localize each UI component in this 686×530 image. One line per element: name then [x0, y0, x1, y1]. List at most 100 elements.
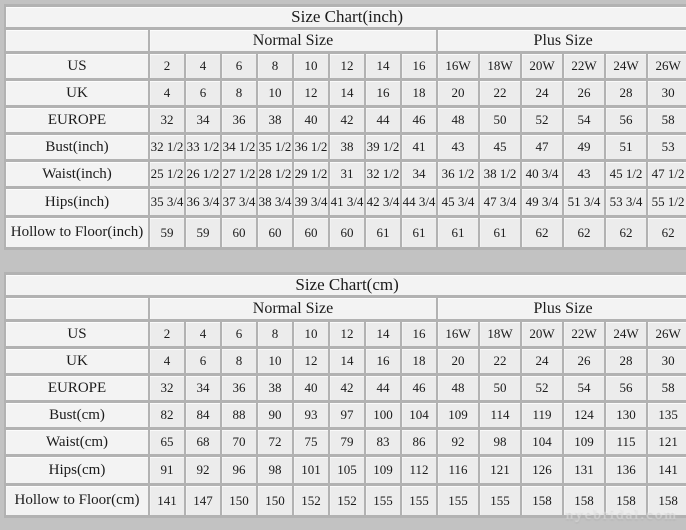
value-cell: 152 [330, 486, 364, 515]
value-cell: 36 [222, 108, 256, 132]
value-cell: 70 [222, 430, 256, 454]
table-row: Waist(cm) 65 68 70 72 75 79 83 86 92 98 104 109 115 12… [6, 430, 686, 454]
value-cell: 38 [330, 135, 364, 159]
value-cell: 12 [294, 349, 328, 373]
value-cell: 105 [330, 457, 364, 483]
table-row: Bust(cm) 82 84 88 90 93 97 100 104 109 114 119 124 13… [6, 403, 686, 427]
value-cell: 92 [186, 457, 220, 483]
corner-cell [6, 30, 148, 51]
value-cell: 29 1/2 [294, 162, 328, 186]
value-cell: 8 [222, 81, 256, 105]
table-row: US 2 4 6 8 10 12 14 16 16W 18W 20W 22W 24W 26W [6, 322, 686, 346]
value-cell: 135 [648, 403, 686, 427]
value-cell: 60 [258, 218, 292, 247]
value-cell: 16 [402, 54, 436, 78]
value-cell: 104 [402, 403, 436, 427]
value-cell: 155 [402, 486, 436, 515]
value-cell: 30 [648, 81, 686, 105]
value-cell: 24W [606, 322, 646, 346]
value-cell: 62 [606, 218, 646, 247]
value-cell: 75 [294, 430, 328, 454]
value-cell: 82 [150, 403, 184, 427]
value-cell: 47 3/4 [480, 189, 520, 215]
value-cell: 31 [330, 162, 364, 186]
value-cell: 25 1/2 [150, 162, 184, 186]
value-cell: 68 [186, 430, 220, 454]
value-cell: 6 [222, 322, 256, 346]
value-cell: 12 [294, 81, 328, 105]
value-cell: 40 [294, 108, 328, 132]
value-cell: 22 [480, 349, 520, 373]
value-cell: 62 [648, 218, 686, 247]
row-label: Bust(inch) [6, 135, 148, 159]
value-cell: 158 [648, 486, 686, 515]
value-cell: 44 3/4 [402, 189, 436, 215]
value-cell: 52 [522, 108, 562, 132]
value-cell: 91 [150, 457, 184, 483]
value-cell: 98 [480, 430, 520, 454]
value-cell: 16W [438, 54, 478, 78]
value-cell: 126 [522, 457, 562, 483]
value-cell: 14 [366, 322, 400, 346]
value-cell: 38 [258, 376, 292, 400]
value-cell: 44 [366, 376, 400, 400]
value-cell: 59 [150, 218, 184, 247]
value-cell: 36 1/2 [294, 135, 328, 159]
value-cell: 61 [366, 218, 400, 247]
value-cell: 28 1/2 [258, 162, 292, 186]
value-cell: 45 3/4 [438, 189, 478, 215]
table-row: US 2 4 6 8 10 12 14 16 16W 18W 20W 22W 24W 26W [6, 54, 686, 78]
corner-cell [6, 298, 148, 319]
value-cell: 8 [258, 54, 292, 78]
value-cell: 10 [258, 349, 292, 373]
value-cell: 18W [480, 322, 520, 346]
table-row: UK 4 6 8 10 12 14 16 18 20 22 24 26 28 30 [6, 349, 686, 373]
value-cell: 52 [522, 376, 562, 400]
value-cell: 32 [150, 108, 184, 132]
value-cell: 65 [150, 430, 184, 454]
row-label: US [6, 54, 148, 78]
value-cell: 61 [480, 218, 520, 247]
value-cell: 97 [330, 403, 364, 427]
value-cell: 16 [366, 349, 400, 373]
value-cell: 14 [366, 54, 400, 78]
value-cell: 53 [648, 135, 686, 159]
row-label: Hips(inch) [6, 189, 148, 215]
value-cell: 158 [606, 486, 646, 515]
value-cell: 47 1/2 [648, 162, 686, 186]
value-cell: 38 1/2 [480, 162, 520, 186]
value-cell: 16 [366, 81, 400, 105]
value-cell: 10 [294, 322, 328, 346]
value-cell: 42 3/4 [366, 189, 400, 215]
value-cell: 43 [564, 162, 604, 186]
value-cell: 50 [480, 108, 520, 132]
value-cell: 28 [606, 81, 646, 105]
value-cell: 8 [258, 322, 292, 346]
value-cell: 86 [402, 430, 436, 454]
table-row: UK 4 6 8 10 12 14 16 18 20 22 24 26 28 30 [6, 81, 686, 105]
value-cell: 47 [522, 135, 562, 159]
value-cell: 61 [402, 218, 436, 247]
row-label: Bust(cm) [6, 403, 148, 427]
value-cell: 8 [222, 349, 256, 373]
value-cell: 33 1/2 [186, 135, 220, 159]
value-cell: 39 1/2 [366, 135, 400, 159]
value-cell: 4 [186, 322, 220, 346]
value-cell: 35 3/4 [150, 189, 184, 215]
value-cell: 104 [522, 430, 562, 454]
row-label: EUROPE [6, 108, 148, 132]
value-cell: 56 [606, 108, 646, 132]
value-cell: 45 [480, 135, 520, 159]
value-cell: 92 [438, 430, 478, 454]
value-cell: 60 [330, 218, 364, 247]
value-cell: 51 3/4 [564, 189, 604, 215]
table-title: Size Chart(cm) [6, 275, 686, 295]
size-chart-cm-table: Size Chart(cm) Normal Size Plus Size US 2… [4, 272, 686, 518]
row-label: US [6, 322, 148, 346]
value-cell: 12 [330, 54, 364, 78]
value-cell: 46 [402, 376, 436, 400]
value-cell: 109 [564, 430, 604, 454]
value-cell: 26 [564, 349, 604, 373]
size-chart-inch-table: Size Chart(inch) Normal Size Plus Size U… [4, 4, 686, 250]
table-row: EUROPE 32 34 36 38 40 42 44 46 48 50 52 54 56 58 [6, 376, 686, 400]
